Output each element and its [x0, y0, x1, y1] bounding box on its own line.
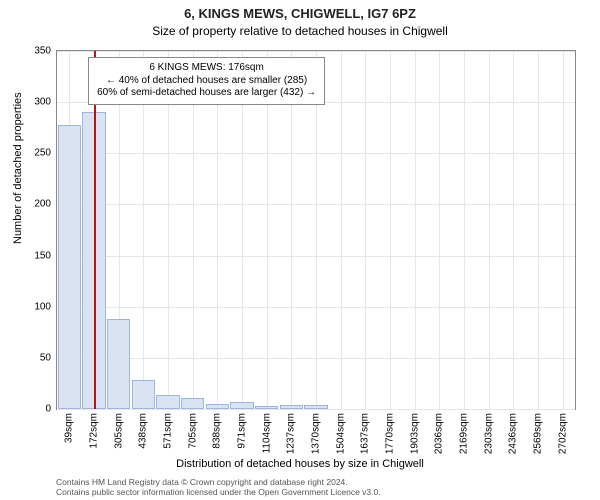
highlight-marker: [94, 51, 96, 409]
y-tick: 350: [34, 46, 57, 57]
gridline-v: [439, 51, 440, 409]
x-tick: 305sqm: [113, 409, 124, 449]
x-tick: 838sqm: [212, 409, 223, 449]
y-tick: 150: [34, 250, 57, 261]
legend-line: ← 40% of detached houses are smaller (28…: [97, 75, 316, 88]
x-tick: 1504sqm: [335, 409, 346, 454]
histogram-bar: [181, 398, 204, 409]
chart-subtitle: Size of property relative to detached ho…: [0, 24, 600, 38]
x-tick: 2036sqm: [434, 409, 445, 454]
y-tick: 50: [40, 352, 57, 363]
gridline-v: [143, 51, 144, 409]
x-tick: 2569sqm: [533, 409, 544, 454]
attribution-text: Contains HM Land Registry data © Crown c…: [56, 478, 381, 498]
x-tick: 705sqm: [187, 409, 198, 449]
histogram-bar: [156, 395, 179, 409]
legend-line: 60% of semi-detached houses are larger (…: [97, 87, 316, 100]
histogram-bar: [230, 402, 253, 409]
gridline-v: [563, 51, 564, 409]
x-tick: 1104sqm: [261, 409, 272, 453]
histogram-bar: [107, 319, 130, 409]
y-tick: 200: [34, 199, 57, 210]
x-tick: 2436sqm: [508, 409, 519, 454]
y-tick: 0: [45, 404, 57, 415]
gridline-v: [291, 51, 292, 409]
x-tick: 39sqm: [64, 409, 75, 443]
y-tick: 300: [34, 97, 57, 108]
y-tick: 250: [34, 148, 57, 159]
gridline-v: [168, 51, 169, 409]
x-tick: 2169sqm: [459, 409, 470, 454]
y-tick: 100: [34, 301, 57, 312]
x-tick: 971sqm: [237, 409, 248, 449]
histogram-bar: [132, 380, 155, 409]
x-tick: 1770sqm: [385, 409, 396, 454]
gridline-v: [489, 51, 490, 409]
attribution-line: Contains public sector information licen…: [56, 488, 381, 498]
plot-area: 05010015020025030035039sqm172sqm305sqm43…: [56, 50, 576, 410]
gridline-v: [242, 51, 243, 409]
x-tick: 1637sqm: [360, 409, 371, 454]
legend-box: 6 KINGS MEWS: 176sqm← 40% of detached ho…: [88, 57, 325, 105]
x-axis-label: Distribution of detached houses by size …: [0, 458, 600, 470]
gridline-v: [341, 51, 342, 409]
histogram-bar: [58, 125, 81, 409]
x-tick: 1237sqm: [286, 409, 297, 454]
chart-area: 05010015020025030035039sqm172sqm305sqm43…: [56, 50, 576, 410]
x-tick: 2702sqm: [557, 409, 568, 454]
gridline-v: [217, 51, 218, 409]
gridline-v: [193, 51, 194, 409]
gridline-v: [267, 51, 268, 409]
x-tick: 438sqm: [138, 409, 149, 449]
x-tick: 2303sqm: [483, 409, 494, 454]
x-tick: 172sqm: [89, 409, 100, 449]
gridline-v: [365, 51, 366, 409]
gridline-v: [464, 51, 465, 409]
x-tick: 1370sqm: [311, 409, 322, 454]
chart-container: 6, KINGS MEWS, CHIGWELL, IG7 6PZ Size of…: [0, 0, 600, 500]
gridline-v: [538, 51, 539, 409]
y-axis-label: Number of detached properties: [12, 92, 24, 244]
gridline-v: [513, 51, 514, 409]
legend-line: 6 KINGS MEWS: 176sqm: [97, 62, 316, 75]
gridline-v: [390, 51, 391, 409]
x-tick: 571sqm: [163, 409, 174, 449]
x-tick: 1903sqm: [409, 409, 420, 454]
gridline-v: [415, 51, 416, 409]
gridline-v: [316, 51, 317, 409]
chart-title: 6, KINGS MEWS, CHIGWELL, IG7 6PZ: [0, 0, 600, 22]
